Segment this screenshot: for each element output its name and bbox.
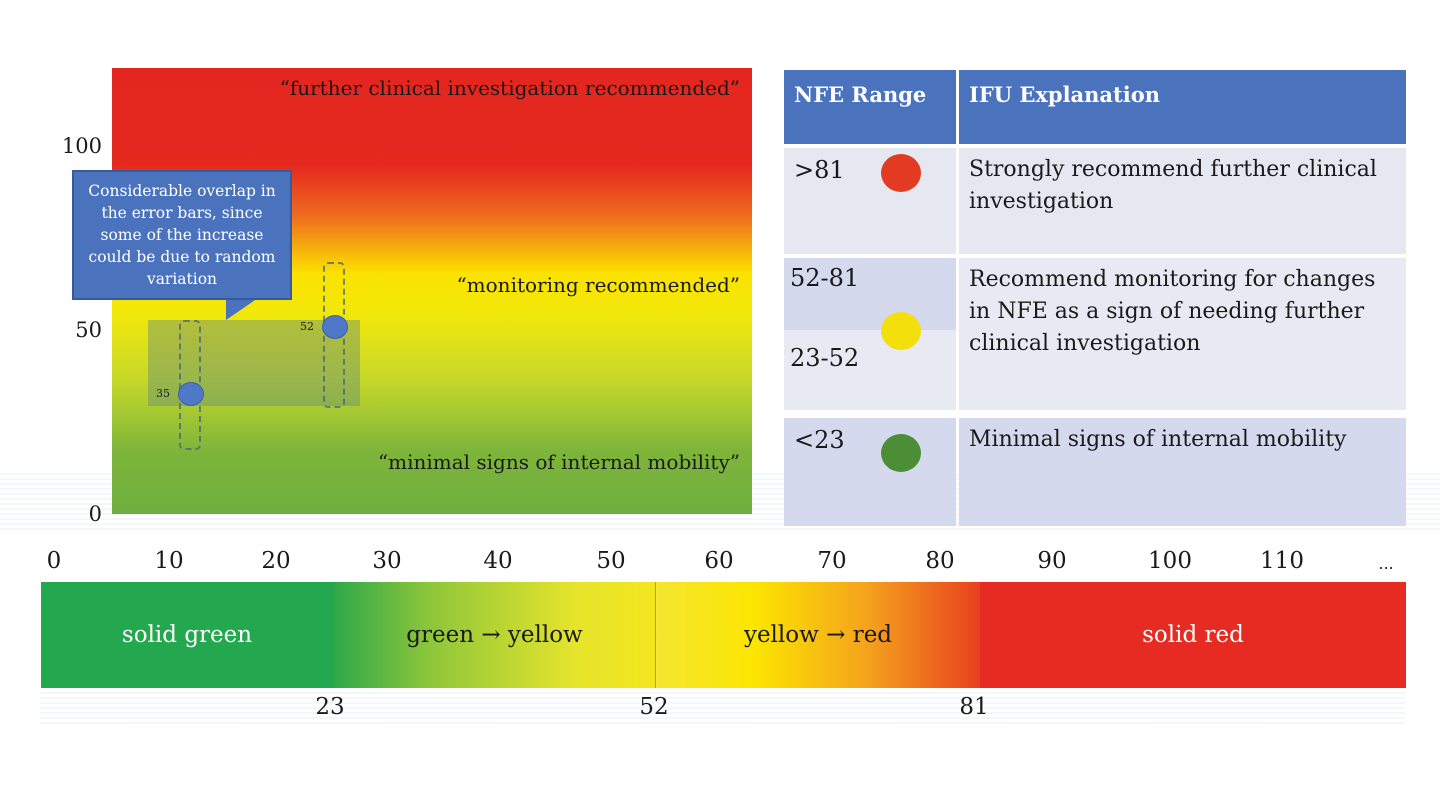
zone-label-green: “minimal signs of internal mobility” <box>377 450 740 474</box>
scale-tick-label: 80 <box>925 548 955 574</box>
background-stripes <box>40 690 1405 724</box>
scale-segment-label: yellow → red <box>743 622 893 648</box>
scale-segment-red: solid red <box>980 582 1406 688</box>
range-subcell-shade <box>784 258 956 330</box>
y-tick-label: 50 <box>75 318 102 342</box>
threshold-label: 23 <box>315 694 345 720</box>
red-status-dot <box>881 154 921 192</box>
scale-tick-label: 0 <box>46 548 62 574</box>
y-tick-label: 0 <box>88 502 102 526</box>
scale-tick-label: 110 <box>1260 548 1304 574</box>
data-point <box>178 382 204 406</box>
scale-tick-label: 60 <box>704 548 734 574</box>
scale-tick-label: 50 <box>596 548 626 574</box>
range-cell: 52-81 <box>790 264 860 292</box>
scale-tick-label: 70 <box>817 548 847 574</box>
scale-segment-green-yellow: green → yellow <box>333 582 655 688</box>
data-point <box>322 315 348 339</box>
range-cell: <23 <box>794 426 845 454</box>
scale-tick-label: 90 <box>1037 548 1067 574</box>
explanation-cell: Minimal signs of internal mobility <box>959 418 1406 526</box>
scale-tick-label: 20 <box>261 548 291 574</box>
yellow-status-dot <box>881 312 921 350</box>
y-tick-label: 100 <box>61 134 102 158</box>
zone-labels: “further clinical investigation recommen… <box>112 68 740 514</box>
table-header-range: NFE Range <box>784 70 956 144</box>
scale-segment-yellow-red: yellow → red <box>655 582 980 688</box>
scale-segment-label: solid green <box>121 622 253 648</box>
scale-tick-label: ... <box>1378 554 1394 573</box>
green-status-dot <box>881 434 921 472</box>
scale-tick-label: 10 <box>154 548 184 574</box>
table-row: 52-81 23-52 <box>784 258 956 410</box>
callout-box: Considerable overlap in the error bars, … <box>72 170 292 300</box>
threshold-label: 81 <box>959 694 989 720</box>
table-row: <23 <box>784 418 956 526</box>
range-cell: 23-52 <box>790 344 860 372</box>
data-point-label: 52 <box>300 320 314 333</box>
table-header-explanation: IFU Explanation <box>959 70 1406 144</box>
scale-segment-label: green → yellow <box>406 622 583 648</box>
callout-pointer <box>226 298 258 320</box>
zone-label-red: “further clinical investigation recommen… <box>279 76 740 100</box>
scale-tick-label: 30 <box>372 548 402 574</box>
scale-segment-green: solid green <box>41 582 333 688</box>
table-row: >81 <box>784 148 956 254</box>
ifu-table: NFE Range IFU Explanation >81 Strongly r… <box>784 70 1406 526</box>
zone-label-yellow: “monitoring recommended” <box>456 273 740 297</box>
scale-segment-label: solid red <box>1142 622 1244 648</box>
threshold-label: 52 <box>639 694 669 720</box>
explanation-cell: Strongly recommend further clinical inve… <box>959 148 1406 254</box>
explanation-cell: Recommend monitoring for changes in NFE … <box>959 258 1406 410</box>
scale-tick-label: 40 <box>483 548 513 574</box>
scale-tick-label: 100 <box>1148 548 1192 574</box>
data-point-label: 35 <box>156 387 170 400</box>
range-cell: >81 <box>794 156 845 184</box>
